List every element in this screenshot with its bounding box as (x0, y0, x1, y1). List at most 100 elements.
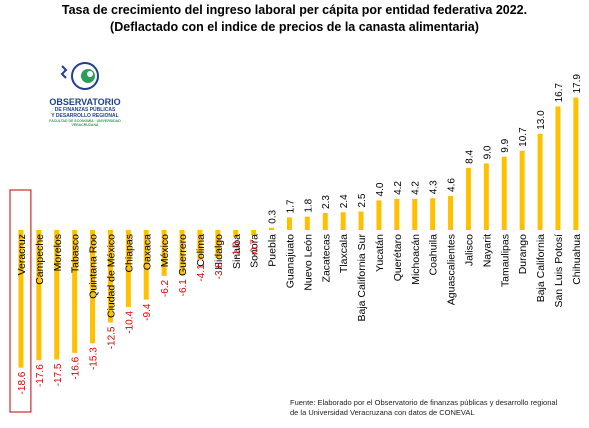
category-label: Campeche (34, 234, 46, 285)
bar-chiapas (125, 230, 131, 307)
category-label: Jalisco (463, 234, 475, 266)
value-label: -16.6 (71, 356, 82, 379)
category-label: San Luis Potosí (553, 234, 565, 308)
bar-nuevo-le-n (304, 216, 310, 230)
value-label: -18.6 (17, 371, 28, 394)
category-label: Sinaloa (231, 234, 243, 269)
bar-coahuila (430, 198, 436, 230)
value-label: 16.7 (554, 83, 565, 103)
value-label: 1.8 (303, 198, 314, 212)
category-label: Colima (195, 234, 207, 267)
value-label: 10.7 (518, 127, 529, 147)
category-label: Chiapas (123, 234, 135, 273)
category-label: Guerrero (177, 234, 189, 276)
bar-chihuahua (573, 97, 579, 230)
category-label: Nayarit (481, 234, 493, 267)
bar-baja-california (537, 133, 543, 230)
logo-text-1: OBSERVATORIO (49, 97, 121, 107)
category-label: Sonora (249, 234, 261, 268)
logo-text-3: Y DESARROLLO REGIONAL (51, 113, 119, 119)
logo-text-4: FACULTAD DE ECONOMÍA · UNIVERSIDAD VERAC… (49, 119, 121, 127)
category-label: Coahuila (428, 234, 440, 276)
category-label: Aguascalientes (446, 234, 458, 305)
category-label: Oaxaca (141, 234, 153, 270)
value-label: 17.9 (572, 74, 583, 94)
value-label: 1.7 (285, 199, 296, 213)
bar-quer-taro (394, 198, 400, 230)
bar-hidalgo (215, 230, 221, 259)
category-label: México (159, 234, 171, 267)
bar-yucat-n (376, 200, 382, 230)
value-label: 4.3 (429, 180, 440, 194)
value-label: 4.2 (393, 181, 404, 195)
highlight-box (9, 189, 32, 413)
value-label: -1.0 (232, 241, 243, 259)
title-line-2: (Deflactado con el indice de precios de … (110, 20, 479, 34)
value-label: 9.0 (482, 145, 493, 159)
bar-veracruz (18, 230, 24, 368)
value-label: -6.2 (160, 279, 171, 297)
category-label: Quintana Roo (88, 234, 100, 299)
category-label: Tlaxcala (338, 234, 350, 273)
category-label: Tamaulipas (499, 234, 511, 287)
bar-nayarit (483, 163, 489, 230)
category-label: Querétaro (392, 234, 404, 281)
value-label: -3.8 (214, 262, 225, 280)
bar-san-luis-potos- (555, 106, 561, 230)
bar-sonora (251, 230, 257, 236)
bar-oaxaca (143, 230, 149, 300)
value-label: -17.6 (35, 364, 46, 387)
bar-guanajuato (286, 217, 292, 230)
bar-morelos (54, 230, 60, 360)
observatorio-logo: OBSERVATORIO DE FINANZAS PÚBLICAS Y DESA… (40, 58, 130, 128)
bar-aguascalientes (448, 195, 454, 230)
value-label: 0.3 (268, 209, 279, 223)
value-label: -9.4 (142, 303, 153, 321)
source-line-2: de la Universidad Veracruzana con datos … (290, 408, 475, 417)
category-label: Baja California Sur (356, 234, 368, 322)
value-label: 8.4 (464, 150, 475, 164)
value-label: -15.3 (89, 347, 100, 370)
category-label: Veracruz (16, 234, 28, 275)
value-label: -0.7 (250, 239, 261, 257)
bar-baja-california-sur (358, 211, 364, 230)
source-line-1: Fuente: Elaborado por el Observatorio de… (290, 398, 558, 407)
bar-quintana-roo (90, 230, 96, 344)
bar-sinaloa (233, 230, 239, 238)
source-note: Fuente: Elaborado por el Observatorio de… (290, 398, 580, 418)
value-label: 4.0 (375, 182, 386, 196)
category-label: Hidalgo (213, 234, 225, 270)
bar-m-xico (161, 230, 167, 276)
bar-ciudad-de-m-xico (107, 230, 113, 323)
bar-tlaxcala (340, 212, 346, 230)
category-label: Zacatecas (320, 234, 332, 282)
category-label: Tabasco (70, 234, 82, 273)
value-label: -6.1 (178, 279, 189, 297)
value-label: 4.2 (411, 181, 422, 195)
category-label: Guanajuato (284, 234, 296, 288)
value-label: 4.6 (447, 178, 458, 192)
bar-tamaulipas (501, 156, 507, 230)
category-label: Ciudad de México (105, 234, 117, 318)
value-label: -12.5 (106, 326, 117, 349)
logo-text-2: DE FINANZAS PÚBLICAS (54, 107, 116, 113)
category-label: Morelos (52, 234, 64, 271)
value-label: 2.5 (357, 193, 368, 207)
bar-puebla (269, 227, 275, 230)
category-label: Durango (517, 234, 529, 274)
chart-title: Tasa de crecimiento del ingreso laboral … (0, 2, 589, 36)
value-label: 2.3 (321, 195, 332, 209)
category-label: Yucatán (374, 234, 386, 272)
bar-colima (197, 230, 203, 261)
bar-tabasco (72, 230, 78, 353)
bar-campeche (36, 230, 42, 361)
value-label: 9.9 (500, 138, 511, 152)
value-label: 2.4 (339, 194, 350, 208)
value-label: -4.1 (196, 264, 207, 282)
value-label: -10.4 (124, 311, 135, 334)
bar-michoac-n (412, 198, 418, 230)
bar-jalisco (465, 167, 471, 230)
category-label: Nuevo León (302, 234, 314, 291)
bar-zacatecas (322, 212, 328, 230)
